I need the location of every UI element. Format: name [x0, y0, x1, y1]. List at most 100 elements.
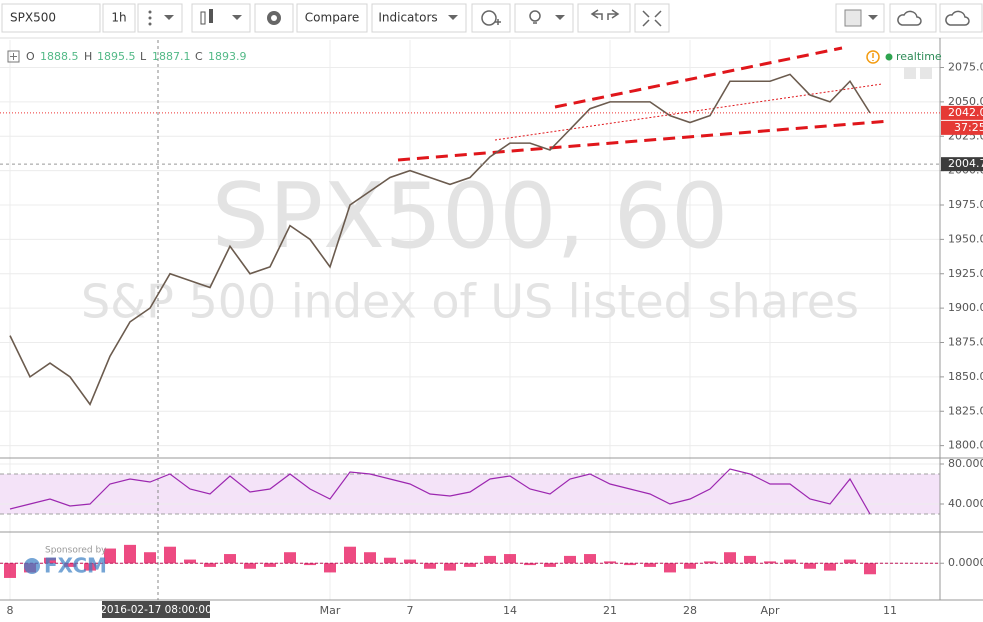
price-line-label: 2004.7	[948, 157, 983, 170]
legend-label: H	[84, 50, 92, 63]
y-tick-label: 1825.0	[948, 404, 983, 417]
macd-bar	[384, 557, 396, 564]
legend-value: 1895.5	[97, 50, 136, 63]
y-tick-label: 1950.0	[948, 232, 983, 245]
macd-bar	[624, 563, 636, 566]
compare-button[interactable]: Compare	[305, 11, 359, 25]
macd-bar	[444, 563, 456, 571]
countdown: 37:25	[954, 121, 983, 134]
macd-bar	[44, 557, 56, 564]
pane-button[interactable]	[904, 67, 916, 79]
macd-bar	[224, 554, 236, 564]
macd-bar	[404, 559, 416, 564]
y-tick-label: 2075.0	[948, 61, 983, 74]
macd-bar	[784, 559, 796, 564]
trend-midline	[494, 83, 883, 141]
alert-button[interactable]	[471, 3, 511, 33]
macd-bar	[524, 563, 536, 566]
symbol-box[interactable]	[1, 3, 101, 33]
y-tick-label: 1875.0	[948, 336, 983, 349]
trend-line	[554, 46, 843, 109]
rsi-line	[9, 468, 871, 515]
macd-bar	[764, 561, 776, 564]
x-tick-label: 21	[603, 604, 617, 617]
y-tick-label: 1975.0	[948, 198, 983, 211]
x-tick-label: Mar	[320, 604, 341, 617]
y-tick-label: 0.0000	[948, 556, 983, 569]
macd-bar	[184, 559, 196, 564]
load-button[interactable]	[889, 3, 937, 33]
macd-bar	[4, 563, 16, 578]
legend-value: 1888.5	[40, 50, 79, 63]
last-price-box	[941, 105, 983, 120]
undo-redo[interactable]	[577, 3, 631, 33]
watermark-subtitle: S&P 500 index of US listed shares	[81, 275, 859, 329]
sponsor-logo	[24, 558, 40, 574]
macd-bar	[504, 554, 516, 564]
price-line-box	[941, 157, 983, 172]
y-tick-label: 80.0000	[948, 457, 983, 470]
symbol[interactable]: SPX500	[10, 11, 56, 25]
macd-bar	[364, 552, 376, 564]
hint-button[interactable]	[514, 3, 574, 33]
macd-bar	[264, 563, 276, 567]
macd-bar	[304, 563, 316, 566]
macd-bar	[284, 552, 296, 564]
grid	[0, 40, 940, 600]
sponsor-brand: FXCM	[44, 554, 107, 578]
watermark-title: SPX500, 60	[212, 164, 729, 269]
x-tick-label: 8	[7, 604, 14, 617]
macd-bar	[344, 546, 356, 564]
crosshair-label-box	[102, 601, 210, 618]
legend-label: C	[195, 50, 203, 63]
macd-bar	[844, 559, 856, 564]
macd-bar	[864, 563, 876, 575]
macd-bar	[584, 554, 596, 564]
macd-bar	[564, 555, 576, 564]
macd-bar	[544, 563, 556, 567]
macd-bar	[104, 548, 116, 564]
macd-bar	[464, 563, 476, 567]
pane-button[interactable]	[920, 67, 932, 79]
crosshair-label: 2016-02-17 08:00:00	[100, 604, 212, 616]
menu-button[interactable]	[137, 3, 183, 33]
fullscreen-button[interactable]	[634, 3, 670, 33]
legend-toggle[interactable]	[7, 50, 20, 63]
macd-bar	[824, 563, 836, 571]
y-tick-label: 1925.0	[948, 267, 983, 280]
macd-bar	[244, 563, 256, 569]
legend-value: 1887.1	[152, 50, 191, 63]
macd-bar	[424, 563, 436, 569]
chart-style-button[interactable]	[191, 3, 251, 33]
indicators-arrow	[448, 15, 458, 20]
trend-line	[397, 119, 891, 162]
macd-bar	[804, 563, 816, 569]
indicators-box[interactable]	[371, 3, 467, 33]
macd-bar	[704, 561, 716, 564]
last-price-label: 2042.0	[948, 106, 983, 119]
y-tick-label: 1850.0	[948, 370, 983, 383]
x-tick-label: Apr	[760, 604, 780, 617]
y-tick-label: 1900.0	[948, 301, 983, 314]
macd-bar	[684, 563, 696, 569]
price-line	[9, 73, 871, 406]
compare-box[interactable]	[296, 3, 368, 33]
warning-icon[interactable]	[866, 50, 880, 64]
countdown-box	[941, 120, 983, 135]
x-tick-label: 28	[683, 604, 697, 617]
interval[interactable]: 1h	[111, 11, 126, 25]
macd-bar	[144, 552, 156, 564]
interval-box[interactable]	[102, 3, 136, 33]
legend-label: L	[140, 50, 147, 63]
status: realtime	[896, 50, 942, 63]
x-tick-label: 11	[883, 604, 897, 617]
color-button[interactable]	[835, 3, 885, 33]
macd-bar	[84, 563, 96, 571]
x-tick-label: 14	[503, 604, 517, 617]
indicators-button[interactable]: Indicators	[378, 11, 437, 25]
settings-button[interactable]	[254, 3, 294, 33]
macd-bar	[604, 561, 616, 564]
save-button[interactable]	[939, 3, 983, 33]
